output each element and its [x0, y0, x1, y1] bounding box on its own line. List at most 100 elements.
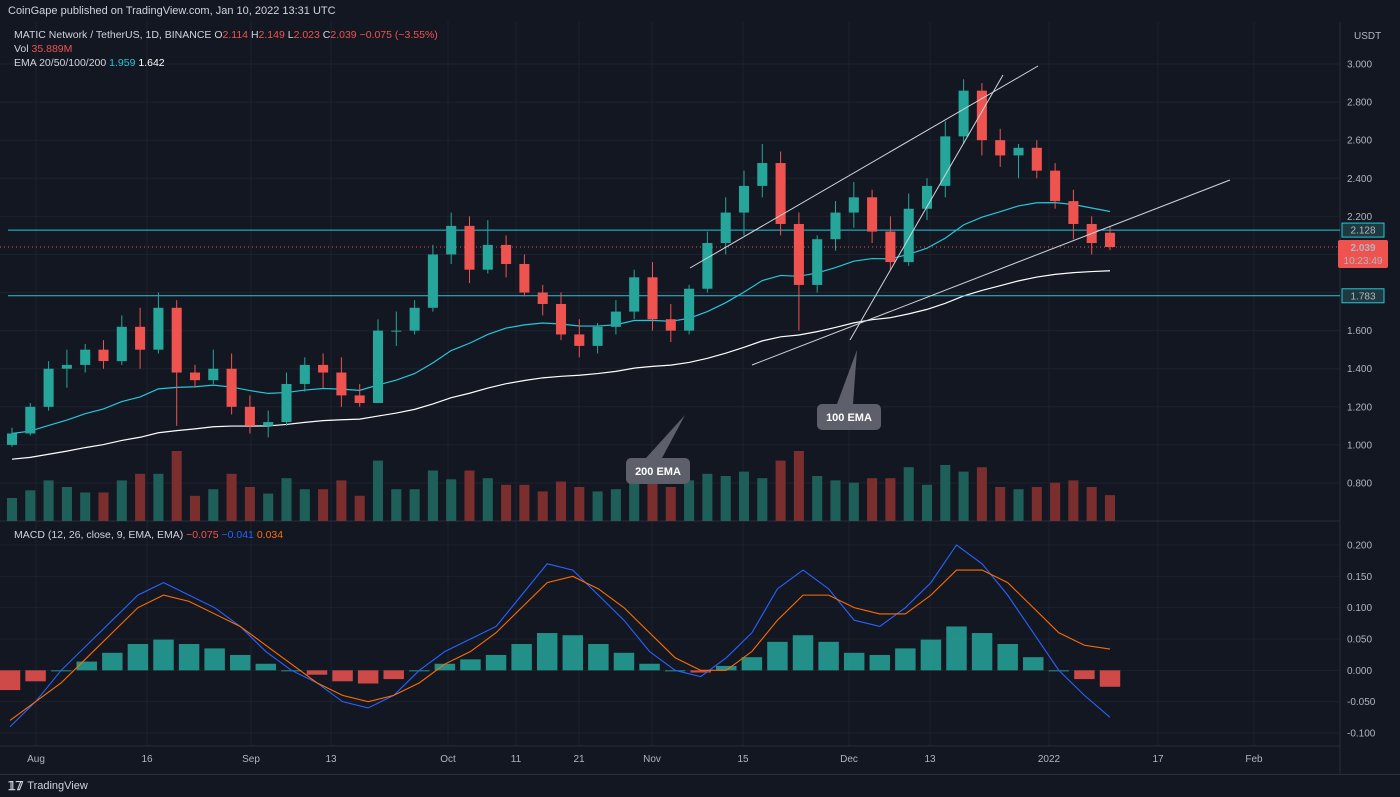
- candle-body: [482, 244, 493, 270]
- open-value: 2.114: [222, 29, 249, 41]
- price-tick-label: 2.200: [1347, 212, 1372, 223]
- volume-bar: [409, 489, 420, 521]
- chart-canvas[interactable]: 3.0002.8002.6002.4002.2002.0001.8001.600…: [0, 22, 1400, 774]
- callout-label: 100 EMA: [826, 412, 872, 424]
- time-tick-label: 15: [737, 754, 749, 765]
- macd-histogram-bar: [741, 657, 763, 671]
- countdown-label: 10:23:49: [1344, 256, 1383, 267]
- macd-histogram-bar: [613, 652, 635, 671]
- macd-histogram-bar: [562, 635, 584, 671]
- macd-histogram-bar: [0, 670, 21, 691]
- candle-body: [665, 319, 676, 331]
- volume-bar: [43, 480, 54, 521]
- candle-body: [299, 364, 310, 384]
- candle-body: [812, 239, 823, 285]
- candle-body: [226, 368, 237, 407]
- volume-bar: [958, 471, 969, 521]
- candle-body: [281, 383, 292, 423]
- close-label: C: [322, 29, 331, 41]
- candle-body: [976, 90, 987, 141]
- macd-histogram-bar: [102, 652, 123, 671]
- volume-bar: [464, 470, 475, 521]
- macd-tick-label: -0.100: [1347, 729, 1376, 740]
- brand-name: TradingView: [27, 780, 88, 792]
- macd-tick-label: 0.150: [1347, 572, 1372, 583]
- macd-tick-label: 0.100: [1347, 603, 1372, 614]
- macd-histogram-bar: [255, 663, 277, 671]
- candle-body: [958, 90, 969, 137]
- tradingview-logo[interactable]: 𝟙𝟟 TradingView: [8, 779, 88, 793]
- ema-200-line: [11, 270, 1111, 460]
- macd-histogram-bar: [946, 626, 967, 671]
- tv-mark-icon: 𝟙𝟟: [8, 779, 24, 793]
- candle-body: [519, 263, 530, 293]
- candle-body: [1050, 170, 1061, 202]
- candle-body: [354, 395, 365, 404]
- candle-body: [775, 163, 786, 224]
- macd-histogram-bar: [792, 635, 814, 671]
- volume-bar: [299, 489, 310, 521]
- callout-label: 200 EMA: [635, 466, 681, 478]
- trend-lines: [689, 65, 1231, 366]
- volume-bar: [391, 489, 402, 521]
- macd-histogram-bar: [204, 648, 225, 671]
- macd-value-1: −0.075: [186, 529, 219, 541]
- callout-pointer: [837, 350, 857, 404]
- candle-body: [738, 185, 750, 213]
- candle-body: [427, 254, 438, 308]
- time-tick-label: 11: [511, 754, 522, 765]
- volume-bar: [903, 467, 914, 521]
- candle-body: [1013, 147, 1024, 156]
- macd-histogram-bar: [485, 654, 507, 671]
- volume-bar: [665, 487, 676, 521]
- macd-histogram-bar: [357, 670, 379, 684]
- volume-bar: [995, 487, 1006, 521]
- callout-box: [626, 458, 690, 484]
- volume-bar: [885, 478, 896, 521]
- macd-histogram-bar: [127, 644, 149, 671]
- price-tick-label: 2.600: [1347, 136, 1372, 147]
- volume-bar: [446, 479, 457, 521]
- candle-body: [720, 212, 731, 244]
- macd-tick-label: 0.200: [1347, 541, 1372, 552]
- chart-legend: MATIC Network / TetherUS, 1D, BINANCE O2…: [14, 28, 438, 70]
- candle-body: [940, 136, 951, 186]
- volume-bar: [171, 451, 182, 521]
- candle-body: [537, 292, 548, 304]
- candle-body: [464, 225, 475, 270]
- volume-bar: [1050, 482, 1061, 521]
- candle-body: [555, 303, 567, 335]
- candle-body: [446, 225, 457, 255]
- volume-bar: [629, 480, 640, 521]
- macd-histogram-bar: [920, 639, 942, 671]
- candle-body: [135, 326, 146, 350]
- time-tick-label: 21: [573, 754, 585, 765]
- macd-histogram-bar: [639, 663, 660, 671]
- grid-lines: [0, 22, 1340, 746]
- macd-histogram-bar: [997, 644, 1018, 671]
- candle-body: [1068, 201, 1079, 224]
- open-label: O: [214, 29, 223, 41]
- ema-value-1: 1.959: [109, 57, 136, 69]
- close-value: 2.039: [330, 29, 357, 41]
- candle-body: [903, 208, 914, 263]
- volume-bar: [427, 470, 438, 521]
- change-value: −0.075 (−3.55%): [359, 29, 438, 41]
- candle-body: [684, 288, 695, 331]
- volume-bar: [793, 451, 804, 521]
- candle-body: [592, 326, 603, 346]
- volume-bar: [226, 473, 237, 521]
- candle-body: [921, 185, 933, 209]
- volume-bar: [1031, 487, 1042, 521]
- volume-bar: [702, 473, 713, 521]
- volume-bar: [940, 465, 951, 521]
- candle-body: [391, 330, 402, 332]
- volume-bar: [848, 482, 859, 521]
- macd-histogram-bar: [843, 652, 865, 671]
- volume-bar: [867, 478, 878, 521]
- macd-tick-label: 0.050: [1347, 635, 1372, 646]
- candle-body: [574, 334, 585, 346]
- time-tick-label: Nov: [643, 754, 661, 765]
- price-tick-label: 3.000: [1347, 60, 1372, 71]
- signal-line: [9, 569, 1111, 721]
